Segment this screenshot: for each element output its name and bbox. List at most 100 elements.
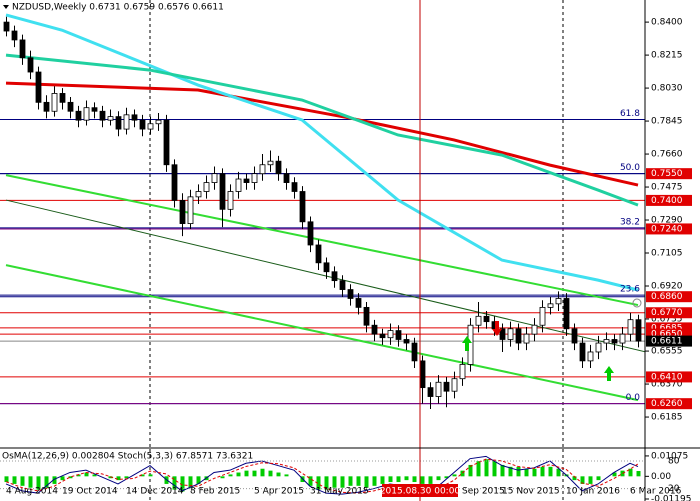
candle-body	[35, 71, 42, 103]
level-label-box	[646, 371, 692, 383]
y-tick-label: 0.7660	[651, 150, 683, 160]
osma-bar	[52, 476, 57, 484]
x-tick-label: 6 Mar 2016	[630, 487, 682, 497]
level-label-box	[646, 291, 692, 303]
osma-bar	[92, 474, 97, 477]
candle-body	[499, 328, 506, 340]
candle-body	[235, 178, 242, 192]
x-tick-label: 4 Aug 2014	[6, 487, 58, 497]
candle-body	[131, 114, 138, 121]
y-tick-label: 0.6370	[651, 380, 683, 390]
candle-body	[435, 381, 442, 397]
candle-body	[515, 328, 522, 344]
osma-bar	[484, 459, 489, 477]
candle-body	[603, 339, 610, 344]
candle-body	[355, 298, 362, 308]
osma-bar	[524, 468, 529, 477]
candle-body	[339, 280, 346, 290]
osma-bar	[348, 476, 353, 486]
candle-body	[555, 298, 562, 305]
osma-bar	[84, 472, 89, 477]
candle-body	[427, 387, 434, 397]
level-label: 0.6611	[651, 337, 683, 347]
candle-body	[307, 221, 314, 246]
y-tick-label: 0.8400	[651, 18, 683, 28]
osma-bar	[308, 476, 313, 486]
candle-body	[523, 333, 530, 344]
osma-bar	[444, 476, 449, 479]
osc-tick-label: 0.00	[651, 472, 671, 482]
candle-body	[43, 101, 50, 112]
y-tick-label: 0.7105	[651, 249, 683, 259]
level-label: 0.6410	[651, 372, 683, 382]
candle-body	[619, 333, 626, 344]
candle-body	[323, 262, 330, 273]
osma-bar	[116, 476, 121, 481]
candle-body	[75, 110, 82, 121]
osma-bar	[124, 476, 129, 479]
osma-bar	[228, 474, 233, 477]
candle-body	[443, 381, 450, 392]
chart-title: NZDUSD,Weekly 0.6731 0.6759 0.6576 0.661…	[12, 3, 224, 13]
candle-body	[299, 191, 306, 223]
y-tick-label: 0.8215	[651, 51, 683, 61]
y-tick-label: 0.6185	[651, 413, 683, 423]
fib-label: 50.0	[620, 163, 640, 173]
osma-bar	[596, 476, 601, 481]
candle-body	[99, 110, 106, 121]
osma-bar	[380, 476, 385, 484]
osma-bar	[460, 470, 465, 477]
osma-bar	[76, 474, 81, 477]
level-label-box	[646, 328, 692, 340]
moving-average	[5, 13, 639, 292]
candle-body	[459, 364, 466, 380]
candle-body	[507, 328, 514, 340]
osma-bar	[532, 468, 537, 477]
osma-bar	[420, 476, 425, 484]
level-label: 0.7550	[651, 169, 683, 179]
down-arrow	[492, 321, 502, 336]
level-label: 0.6770	[651, 308, 683, 318]
candle-body	[475, 315, 482, 326]
candle-body	[419, 360, 426, 389]
y2-tick-label: 20	[668, 484, 680, 494]
osma-bar	[428, 476, 433, 484]
osma-bar	[476, 461, 481, 477]
x-tick-label: 5 Apr 2015	[254, 487, 304, 497]
osma-bar	[436, 476, 441, 481]
osma-bar	[468, 464, 473, 477]
osma-bar	[4, 476, 9, 483]
x-tick-label: 31 May 2015	[310, 487, 369, 497]
osma-bar	[20, 476, 25, 486]
level-label-box	[646, 322, 692, 334]
candle-body	[627, 319, 634, 335]
osma-bar	[252, 470, 257, 477]
candle-body	[403, 339, 410, 344]
osc-tick-label: 0.01075	[651, 451, 688, 461]
osma-bar	[372, 476, 377, 486]
candle-body	[259, 164, 266, 175]
candle-body	[587, 351, 594, 362]
osma-bar	[244, 470, 249, 477]
candle-body	[91, 107, 98, 112]
stochastic-line	[5, 458, 639, 494]
candle-body	[579, 342, 586, 362]
osma-bar	[180, 476, 185, 492]
trendline	[5, 264, 639, 402]
candle-body	[203, 182, 210, 192]
osma-bar	[236, 472, 241, 477]
candle-body	[139, 119, 146, 130]
candle-body	[571, 328, 578, 344]
candle-body	[283, 173, 290, 183]
moving-average	[5, 53, 639, 207]
level-label: 0.6650	[651, 330, 683, 340]
level-label: 0.6860	[651, 292, 683, 302]
osma-bar	[260, 468, 265, 477]
y-tick-label: 0.8030	[651, 84, 683, 94]
osma-bar	[580, 476, 585, 484]
x-tick-label: Sep 2015	[462, 487, 505, 497]
osma-bar	[612, 472, 617, 477]
osma-bar	[388, 476, 393, 483]
level-label: 0.7240	[651, 224, 683, 234]
